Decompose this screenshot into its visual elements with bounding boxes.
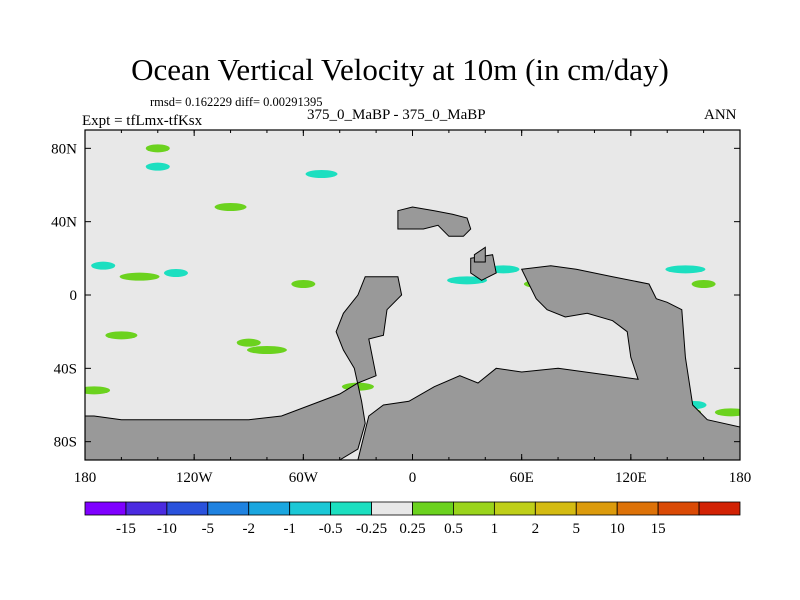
stats-label: rmsd= 0.162229 diff= 0.00291395 (150, 95, 323, 109)
positive-patch (236, 338, 261, 347)
y-tick-label: 80N (51, 141, 77, 157)
positive-patch (214, 203, 247, 211)
axis-ticks: 180 120W 60W 0 60E 120E 180 80N 40N 0 40S 80S (51, 130, 751, 486)
colorbar-bin (534, 501, 577, 516)
colorbar-label: 10 (610, 521, 625, 537)
negative-patch (305, 170, 338, 178)
colorbar-label: 2 (532, 521, 540, 537)
colorbar: -15 -10 -5 -2 -1 -0.5 -0.25 0.25 0.5 1 2 5 10 15 (84, 501, 741, 537)
colorbar-label: -10 (157, 521, 177, 537)
colorbar-label: -5 (202, 521, 215, 537)
positive-patch (291, 280, 316, 288)
colorbar-bin (125, 501, 168, 516)
colorbar-label: 15 (651, 521, 666, 537)
land-island-north (473, 246, 486, 263)
colorbar-label: 0.25 (399, 521, 425, 537)
land-Eurasia-north (397, 206, 472, 237)
x-tick-label: 120E (615, 470, 647, 486)
colorbar-label: -1 (283, 521, 296, 537)
colorbar-bin (493, 501, 536, 516)
negative-patch (163, 269, 188, 277)
colorbar-bin (84, 501, 127, 516)
experiment-label: Expt = tfLmx-tfKsx (82, 113, 203, 129)
x-tick-label: 60W (289, 470, 319, 486)
y-tick-label: 80S (54, 435, 77, 451)
map-layer (85, 144, 740, 460)
negative-patch (447, 276, 488, 285)
colorbar-bin (166, 501, 209, 516)
colorbar-bin (330, 501, 372, 516)
colorbar-bin (371, 501, 413, 516)
colorbar-bin (616, 501, 659, 516)
colorbar-bin (698, 501, 741, 516)
x-tick-label: 120W (176, 470, 214, 486)
colorbar-label: 5 (573, 521, 581, 537)
season-label: ANN (704, 107, 737, 123)
x-tick-label: 180 (74, 470, 97, 486)
colorbar-bin (412, 501, 454, 516)
land-Americas (85, 276, 403, 460)
case-label: 375_0_MaBP - 375_0_MaBP (307, 107, 486, 123)
y-tick-label: 40N (51, 215, 77, 231)
colorbar-bin (657, 501, 700, 516)
colorbar-bin (248, 501, 291, 516)
chart-title: Ocean Vertical Velocity at 10m (in cm/da… (131, 52, 669, 87)
plot-area (84, 129, 741, 461)
positive-patch (246, 346, 287, 354)
positive-patch (691, 280, 716, 288)
positive-patch (119, 272, 160, 281)
colorbar-bin (453, 501, 495, 516)
colorbar-label: -2 (243, 521, 256, 537)
colorbar-bin (289, 501, 332, 516)
positive-patch (714, 408, 740, 417)
x-tick-label: 60E (510, 470, 534, 486)
positive-patch (145, 144, 170, 153)
x-tick-label: 180 (729, 470, 752, 486)
colorbar-bin (575, 501, 618, 516)
colorbar-label: -15 (116, 521, 136, 537)
negative-patch (91, 261, 116, 270)
land-Africa-Asia-south (357, 265, 740, 460)
colorbar-label: -0.25 (356, 521, 387, 537)
negative-patch (665, 265, 706, 274)
positive-patch (85, 386, 111, 395)
y-tick-label: 0 (70, 288, 78, 304)
positive-patch (105, 331, 138, 340)
colorbar-label: -0.5 (319, 521, 343, 537)
negative-patch (145, 162, 170, 171)
colorbar-label: 0.5 (444, 521, 463, 537)
x-tick-label: 0 (409, 470, 417, 486)
y-tick-label: 40S (54, 361, 77, 377)
colorbar-label: 1 (491, 521, 499, 537)
colorbar-bin (207, 501, 250, 516)
